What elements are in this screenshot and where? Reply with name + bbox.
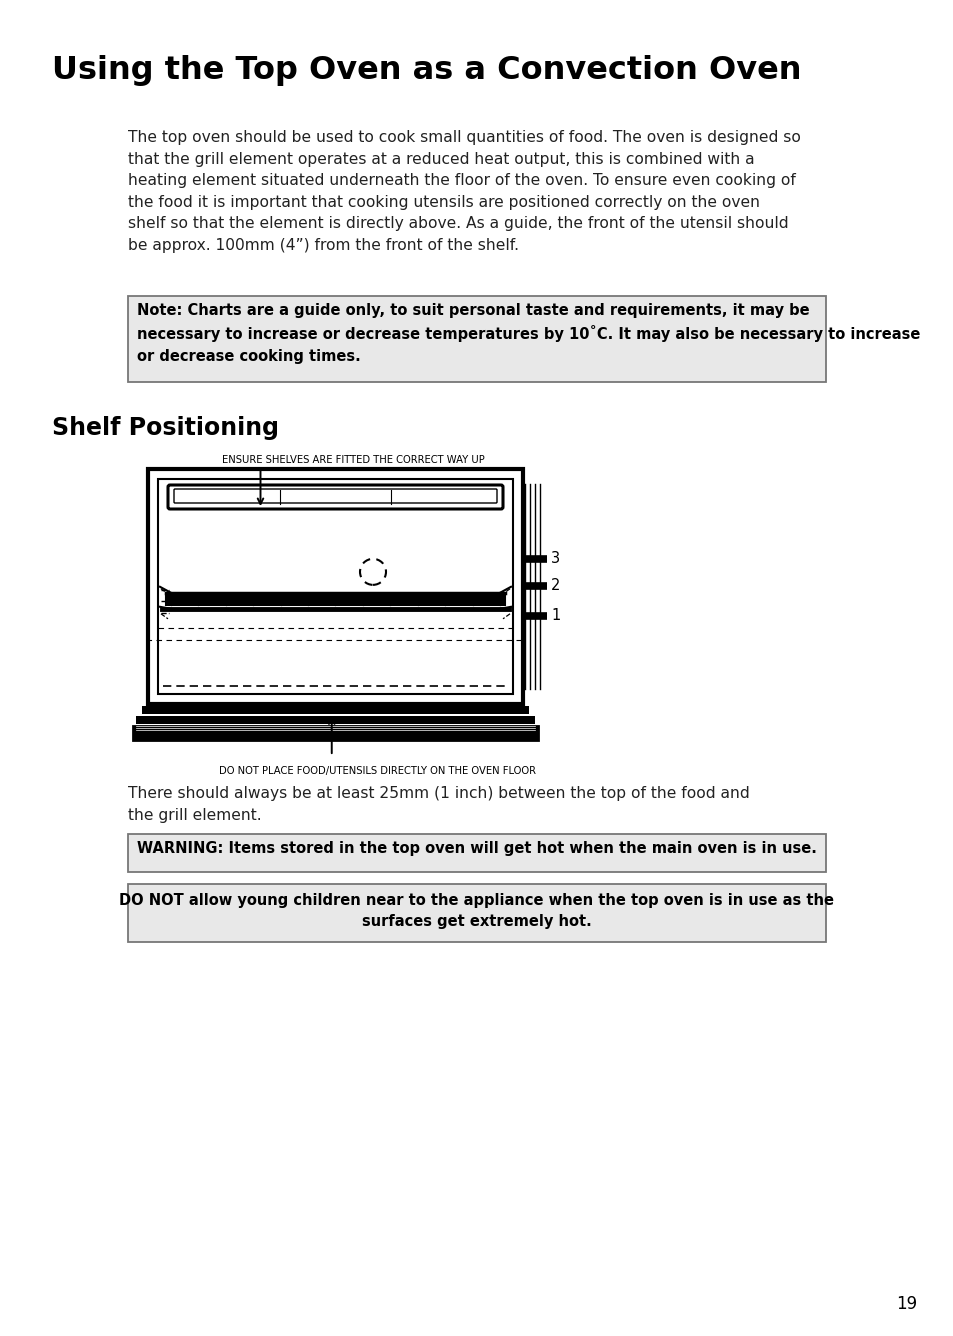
Text: Note: Charts are a guide only, to suit personal taste and requirements, it may b: Note: Charts are a guide only, to suit p… bbox=[137, 303, 920, 363]
Text: There should always be at least 25mm (1 inch) between the top of the food and
th: There should always be at least 25mm (1 … bbox=[128, 786, 749, 823]
Text: DO NOT allow young children near to the appliance when the top oven is in use as: DO NOT allow young children near to the … bbox=[119, 892, 834, 930]
Bar bbox=[142, 705, 529, 713]
Bar bbox=[166, 593, 504, 605]
Text: Using the Top Oven as a Convection Oven: Using the Top Oven as a Convection Oven bbox=[52, 55, 801, 86]
Text: 2: 2 bbox=[551, 578, 559, 593]
Text: 3: 3 bbox=[551, 552, 559, 566]
FancyBboxPatch shape bbox=[128, 884, 825, 942]
FancyBboxPatch shape bbox=[128, 297, 825, 382]
FancyBboxPatch shape bbox=[168, 485, 502, 509]
FancyBboxPatch shape bbox=[128, 834, 825, 872]
Bar bbox=[136, 716, 535, 724]
Text: The top oven should be used to cook small quantities of food. The oven is design: The top oven should be used to cook smal… bbox=[128, 130, 800, 253]
Bar bbox=[158, 480, 513, 693]
Text: Shelf Positioning: Shelf Positioning bbox=[52, 415, 278, 440]
Bar bbox=[132, 725, 537, 740]
Text: ENSURE SHELVES ARE FITTED THE CORRECT WAY UP: ENSURE SHELVES ARE FITTED THE CORRECT WA… bbox=[222, 456, 484, 465]
Text: 1: 1 bbox=[551, 608, 559, 624]
Bar bbox=[166, 593, 504, 605]
Text: WARNING: Items stored in the top oven will get hot when the main oven is in use.: WARNING: Items stored in the top oven wi… bbox=[137, 840, 816, 856]
Bar bbox=[148, 469, 522, 704]
FancyBboxPatch shape bbox=[173, 489, 497, 502]
Text: DO NOT PLACE FOOD/UTENSILS DIRECTLY ON THE OVEN FLOOR: DO NOT PLACE FOOD/UTENSILS DIRECTLY ON T… bbox=[219, 766, 536, 776]
Text: 19: 19 bbox=[895, 1295, 916, 1313]
